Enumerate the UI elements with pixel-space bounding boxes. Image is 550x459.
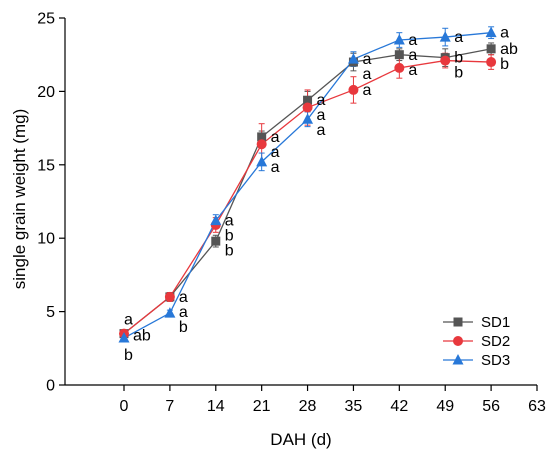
significance-letter: a bbox=[362, 66, 371, 83]
data-point-sd3 bbox=[347, 53, 359, 64]
y-tick-label: 25 bbox=[37, 11, 55, 28]
significance-letter: a bbox=[317, 122, 326, 139]
significance-letter: ab bbox=[133, 328, 151, 345]
significance-letter: b bbox=[500, 56, 509, 73]
significance-letter: a bbox=[179, 304, 188, 321]
y-tick-label: 5 bbox=[46, 304, 55, 321]
data-point-sd2 bbox=[256, 139, 267, 150]
legend-label-sd2: SD2 bbox=[481, 333, 510, 350]
data-point-sd1 bbox=[394, 50, 404, 60]
x-tick-label: 49 bbox=[436, 398, 454, 415]
y-axis-title: single grain weight (mg) bbox=[10, 109, 29, 289]
data-point-sd3 bbox=[393, 34, 405, 45]
data-point-sd1 bbox=[257, 132, 267, 142]
plot-area bbox=[118, 26, 497, 343]
significance-letter: a bbox=[225, 213, 234, 230]
data-point-sd3 bbox=[439, 31, 451, 42]
significance-letter: a bbox=[271, 159, 280, 176]
data-point-sd3 bbox=[118, 332, 130, 343]
legend-marker-sd2 bbox=[453, 336, 463, 346]
significance-letter: a bbox=[408, 47, 417, 64]
legend-marker-sd3 bbox=[452, 354, 464, 365]
significance-letter: ab bbox=[500, 41, 518, 58]
data-point-sd1 bbox=[486, 44, 496, 54]
data-point-sd2 bbox=[394, 62, 405, 73]
axes: 0 7 14 21 28 35 42 49 56 63 0 5 10 15 20 25 bbox=[37, 11, 546, 416]
significance-letter: a bbox=[362, 82, 371, 99]
x-tick-label: 0 bbox=[120, 398, 129, 415]
legend: SD1 SD2 SD3 bbox=[443, 314, 510, 369]
significance-letter: b bbox=[454, 50, 463, 67]
significance-letter: a bbox=[500, 25, 509, 42]
x-tick-label: 35 bbox=[345, 398, 363, 415]
significance-letter: b bbox=[179, 319, 188, 336]
x-tick-label: 28 bbox=[299, 398, 317, 415]
x-axis-title: DAH (d) bbox=[270, 430, 331, 449]
y-tick-label: 20 bbox=[37, 84, 55, 101]
significance-letter: a bbox=[454, 29, 463, 46]
data-point-sd2 bbox=[486, 57, 497, 68]
y-tick-label: 15 bbox=[37, 157, 55, 174]
data-point-sd2 bbox=[302, 102, 313, 113]
significance-letter: a bbox=[271, 129, 280, 146]
data-point-sd3 bbox=[164, 307, 176, 318]
x-tick-label: 63 bbox=[528, 398, 546, 415]
data-point-sd3 bbox=[485, 26, 497, 38]
significance-letter: a bbox=[124, 312, 133, 329]
significance-letter: a bbox=[317, 107, 326, 124]
data-point-sd3 bbox=[210, 214, 222, 226]
data-point-sd2 bbox=[348, 84, 359, 95]
significance-letter: b bbox=[454, 65, 463, 82]
significance-letter: a bbox=[271, 144, 280, 161]
data-point-sd2 bbox=[440, 55, 451, 66]
significance-letter: a bbox=[317, 92, 326, 109]
legend-marker-sd1 bbox=[453, 317, 463, 327]
legend-label-sd3: SD3 bbox=[481, 352, 510, 369]
significance-letter: a bbox=[179, 289, 188, 306]
x-tick-label: 56 bbox=[482, 398, 500, 415]
x-tick-label: 7 bbox=[165, 398, 174, 415]
y-tick-label: 10 bbox=[37, 231, 55, 248]
significance-letter: b bbox=[225, 228, 234, 245]
data-point-sd1 bbox=[211, 236, 221, 246]
x-tick-label: 21 bbox=[253, 398, 271, 415]
data-point-sd2 bbox=[164, 291, 175, 302]
y-tick-label: 0 bbox=[46, 378, 55, 395]
data-point-sd3 bbox=[256, 155, 268, 167]
significance-letter: a bbox=[408, 62, 417, 79]
x-tick-label: 14 bbox=[207, 398, 225, 415]
significance-letter: b bbox=[124, 347, 133, 364]
data-point-sd3 bbox=[302, 113, 314, 124]
significance-letter: a bbox=[408, 32, 417, 49]
x-tick-label: 42 bbox=[390, 398, 408, 415]
legend-label-sd1: SD1 bbox=[481, 314, 510, 331]
significance-letter: b bbox=[225, 243, 234, 260]
significance-letter: a bbox=[362, 51, 371, 68]
data-point-sd1 bbox=[303, 95, 313, 105]
